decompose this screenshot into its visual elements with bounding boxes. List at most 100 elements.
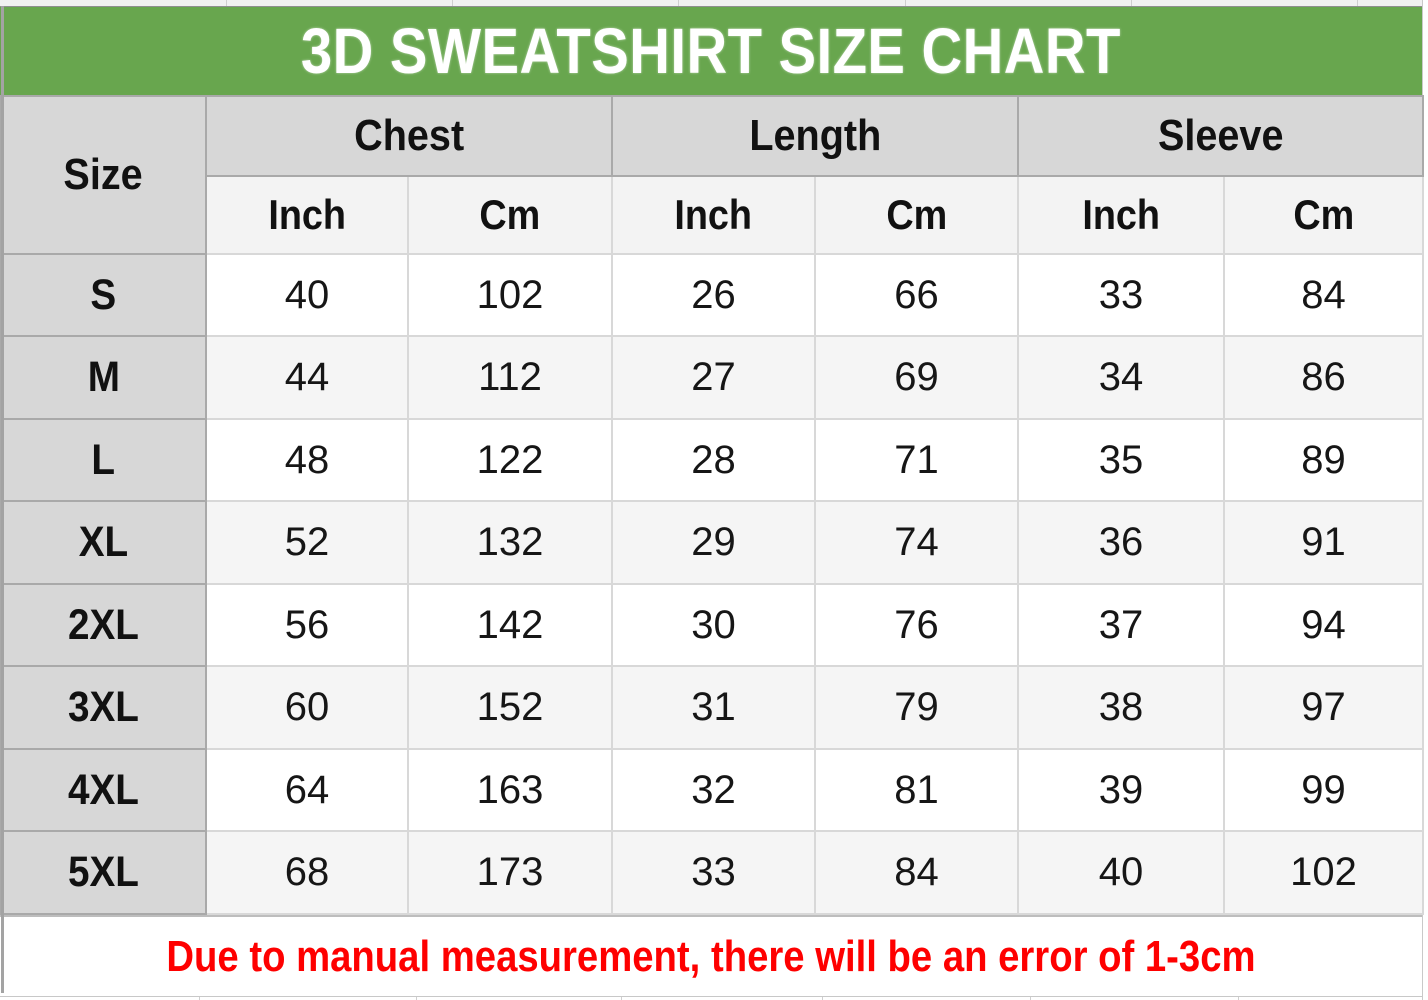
value-cell: 76 bbox=[813, 583, 1020, 667]
value-cell: 26 bbox=[611, 253, 816, 337]
length-group-header: Length bbox=[610, 95, 1020, 177]
value-cell: 68 bbox=[205, 830, 409, 915]
value-cell: 152 bbox=[407, 665, 613, 750]
value-cell: 69 bbox=[813, 335, 1020, 420]
size-header-label: Size bbox=[63, 150, 144, 199]
sleeve-header-label: Sleeve bbox=[1157, 111, 1284, 160]
value-cell: 27 bbox=[611, 335, 816, 420]
value-cell: 84 bbox=[1223, 253, 1425, 337]
grid-tick bbox=[1131, 0, 1132, 6]
value-cell: 112 bbox=[407, 335, 613, 420]
value-cell: 142 bbox=[407, 583, 613, 667]
unit-label: Cm bbox=[479, 191, 541, 238]
value-cell: 89 bbox=[1223, 418, 1425, 502]
grid-tick bbox=[226, 0, 227, 6]
unit-header: Cm bbox=[813, 175, 1020, 255]
size-cell: 3XL bbox=[0, 665, 207, 750]
value-cell: 79 bbox=[813, 665, 1020, 750]
size-cell: 2XL bbox=[0, 583, 207, 667]
value-cell: 122 bbox=[407, 418, 613, 502]
measurement-note: Due to manual measurement, there will be… bbox=[166, 931, 1256, 981]
table-row-s: S 40 102 26 66 33 84 bbox=[0, 253, 1425, 337]
table-header-row-units: Inch Cm Inch Cm Inch Cm bbox=[1, 175, 1425, 255]
value-cell: 74 bbox=[813, 500, 1020, 585]
grid-tick bbox=[678, 0, 679, 6]
value-cell: 84 bbox=[813, 830, 1020, 915]
sheet-left-border bbox=[1, 6, 4, 993]
table-row-l: L 48 122 28 71 35 89 bbox=[0, 418, 1425, 502]
size-cell: M bbox=[0, 335, 207, 420]
table-row-5xl: 5XL 68 173 33 84 40 102 bbox=[0, 830, 1425, 915]
grid-tick bbox=[416, 997, 417, 1000]
size-label: M bbox=[87, 353, 120, 401]
unit-label: Cm bbox=[886, 191, 947, 238]
value-cell: 81 bbox=[813, 748, 1020, 832]
value-cell: 64 bbox=[205, 748, 409, 832]
grid-tick bbox=[1030, 997, 1031, 1000]
size-label: XL bbox=[78, 518, 129, 566]
size-cell: 4XL bbox=[0, 748, 207, 832]
size-label: 4XL bbox=[68, 765, 139, 814]
measurement-note-row: Due to manual measurement, there will be… bbox=[0, 915, 1422, 996]
size-cell: S bbox=[0, 253, 207, 337]
table-row-xl: XL 52 132 29 74 36 91 bbox=[0, 500, 1425, 585]
value-cell: 86 bbox=[1223, 335, 1425, 420]
grid-tick bbox=[1238, 997, 1239, 1000]
value-cell: 40 bbox=[1017, 830, 1226, 915]
value-cell: 52 bbox=[205, 500, 409, 585]
chest-group-header: Chest bbox=[205, 95, 613, 177]
unit-header: Inch bbox=[205, 175, 409, 255]
spreadsheet-bottom-grid-strip bbox=[0, 996, 1422, 1000]
value-cell: 91 bbox=[1223, 500, 1425, 585]
table-row-m: M 44 112 27 69 34 86 bbox=[0, 335, 1425, 420]
table-row-4xl: 4XL 64 163 32 81 39 99 bbox=[0, 748, 1425, 832]
size-label: S bbox=[90, 270, 117, 319]
value-cell: 102 bbox=[1223, 830, 1425, 915]
unit-label: Inch bbox=[268, 191, 346, 238]
value-cell: 66 bbox=[813, 253, 1020, 337]
length-header-label: Length bbox=[749, 111, 881, 160]
size-cell: L bbox=[0, 418, 207, 502]
size-label: L bbox=[91, 435, 116, 484]
size-column-header: Size bbox=[0, 95, 207, 255]
value-cell: 48 bbox=[205, 418, 409, 502]
value-cell: 29 bbox=[611, 500, 816, 585]
value-cell: 60 bbox=[205, 665, 409, 750]
size-label: 5XL bbox=[68, 848, 139, 896]
value-cell: 34 bbox=[1017, 335, 1226, 420]
chart-title: 3D SWEATSHIRT SIZE CHART bbox=[301, 15, 1121, 87]
value-cell: 30 bbox=[611, 583, 816, 667]
grid-tick bbox=[1357, 0, 1358, 6]
unit-header: Cm bbox=[1223, 175, 1425, 255]
value-cell: 56 bbox=[205, 583, 409, 667]
value-cell: 99 bbox=[1223, 748, 1425, 832]
chart-title-bar: 3D SWEATSHIRT SIZE CHART bbox=[0, 6, 1422, 95]
grid-tick bbox=[905, 0, 906, 6]
value-cell: 94 bbox=[1223, 583, 1425, 667]
grid-tick bbox=[822, 997, 823, 1000]
unit-header: Cm bbox=[407, 175, 613, 255]
unit-label: Inch bbox=[674, 191, 753, 238]
unit-header: Inch bbox=[611, 175, 816, 255]
size-cell: XL bbox=[0, 500, 207, 585]
size-label: 2XL bbox=[68, 600, 139, 649]
grid-tick bbox=[452, 0, 453, 6]
table-row-3xl: 3XL 60 152 31 79 38 97 bbox=[0, 665, 1425, 750]
value-cell: 173 bbox=[407, 830, 613, 915]
unit-label: Cm bbox=[1293, 191, 1354, 238]
value-cell: 97 bbox=[1223, 665, 1425, 750]
value-cell: 37 bbox=[1017, 583, 1226, 667]
value-cell: 163 bbox=[407, 748, 613, 832]
table-header-row-groups: Size Chest Length Sleeve bbox=[0, 95, 1425, 255]
value-cell: 33 bbox=[1017, 253, 1226, 337]
value-cell: 35 bbox=[1017, 418, 1226, 502]
value-cell: 39 bbox=[1017, 748, 1226, 832]
value-cell: 132 bbox=[407, 500, 613, 585]
value-cell: 36 bbox=[1017, 500, 1226, 585]
table-row-2xl: 2XL 56 142 30 76 37 94 bbox=[0, 583, 1425, 667]
value-cell: 71 bbox=[813, 418, 1020, 502]
size-chart-table: Size Chest Length Sleeve Inch Cm Inch Cm… bbox=[0, 95, 1425, 915]
chest-header-label: Chest bbox=[353, 111, 465, 160]
